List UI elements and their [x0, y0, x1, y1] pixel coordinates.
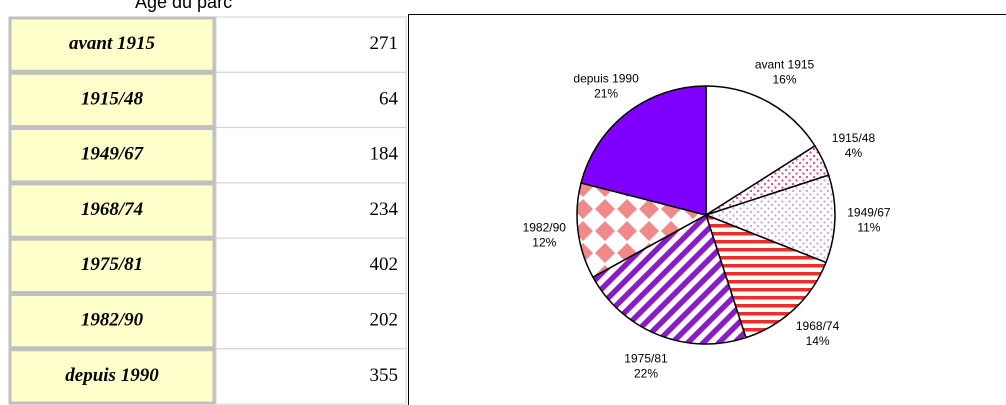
- slice-percent: 12%: [532, 236, 556, 250]
- value-cell: [215, 16, 407, 73]
- pie-slice: [591, 213, 747, 345]
- label-cell: [8, 71, 216, 129]
- row-value: 355: [370, 365, 399, 386]
- value-cell: [215, 348, 407, 405]
- slice-label: 1982/90: [523, 221, 567, 235]
- row-value: 402: [370, 254, 399, 275]
- value-cell: [215, 182, 407, 239]
- slice-percent: 22%: [634, 367, 658, 381]
- pie-slice: [705, 85, 816, 217]
- slice-percent: 16%: [773, 72, 797, 86]
- row-value: 184: [370, 144, 399, 165]
- slice-percent: 14%: [806, 334, 830, 348]
- row-value: 234: [370, 199, 399, 220]
- row-label: 1915/48: [81, 88, 144, 109]
- slice-label: avant 1915: [755, 57, 815, 71]
- slice-percent: 21%: [594, 86, 618, 100]
- label-cell: [8, 182, 216, 239]
- pie-slice: [580, 85, 707, 216]
- slice-percent: 4%: [845, 146, 863, 160]
- row-label: avant 1915: [69, 33, 156, 54]
- slice-label: 1975/81: [624, 352, 668, 366]
- row-value: 64: [379, 88, 399, 109]
- row-label: 1968/74: [81, 199, 143, 220]
- slice-label: 1949/67: [847, 205, 891, 219]
- sheet-title: Age du parc: [135, 0, 232, 12]
- value-cell: [215, 237, 407, 294]
- chart-frame: [408, 14, 1006, 405]
- value-cell: [215, 127, 407, 184]
- pie-slice: [703, 174, 836, 264]
- value-cell: [215, 293, 407, 350]
- slice-percent: 11%: [857, 220, 880, 234]
- pie-slice: [576, 182, 709, 279]
- label-cell: [8, 16, 216, 73]
- value-cell: [215, 71, 407, 129]
- slice-label: 1915/48: [832, 131, 876, 145]
- row-label: depuis 1990: [65, 365, 159, 386]
- slice-label: depuis 1990: [573, 71, 639, 85]
- label-cell: [8, 293, 216, 350]
- row-label: 1982/90: [81, 310, 144, 331]
- label-cell: [8, 237, 216, 294]
- row-value: 271: [370, 33, 399, 54]
- row-value: 202: [370, 310, 399, 331]
- label-cell: [8, 348, 216, 405]
- row-label: 1949/67: [81, 144, 145, 165]
- slice-label: 1968/74: [796, 319, 840, 333]
- row-label: 1975/81: [81, 254, 143, 275]
- label-cell: [8, 127, 216, 184]
